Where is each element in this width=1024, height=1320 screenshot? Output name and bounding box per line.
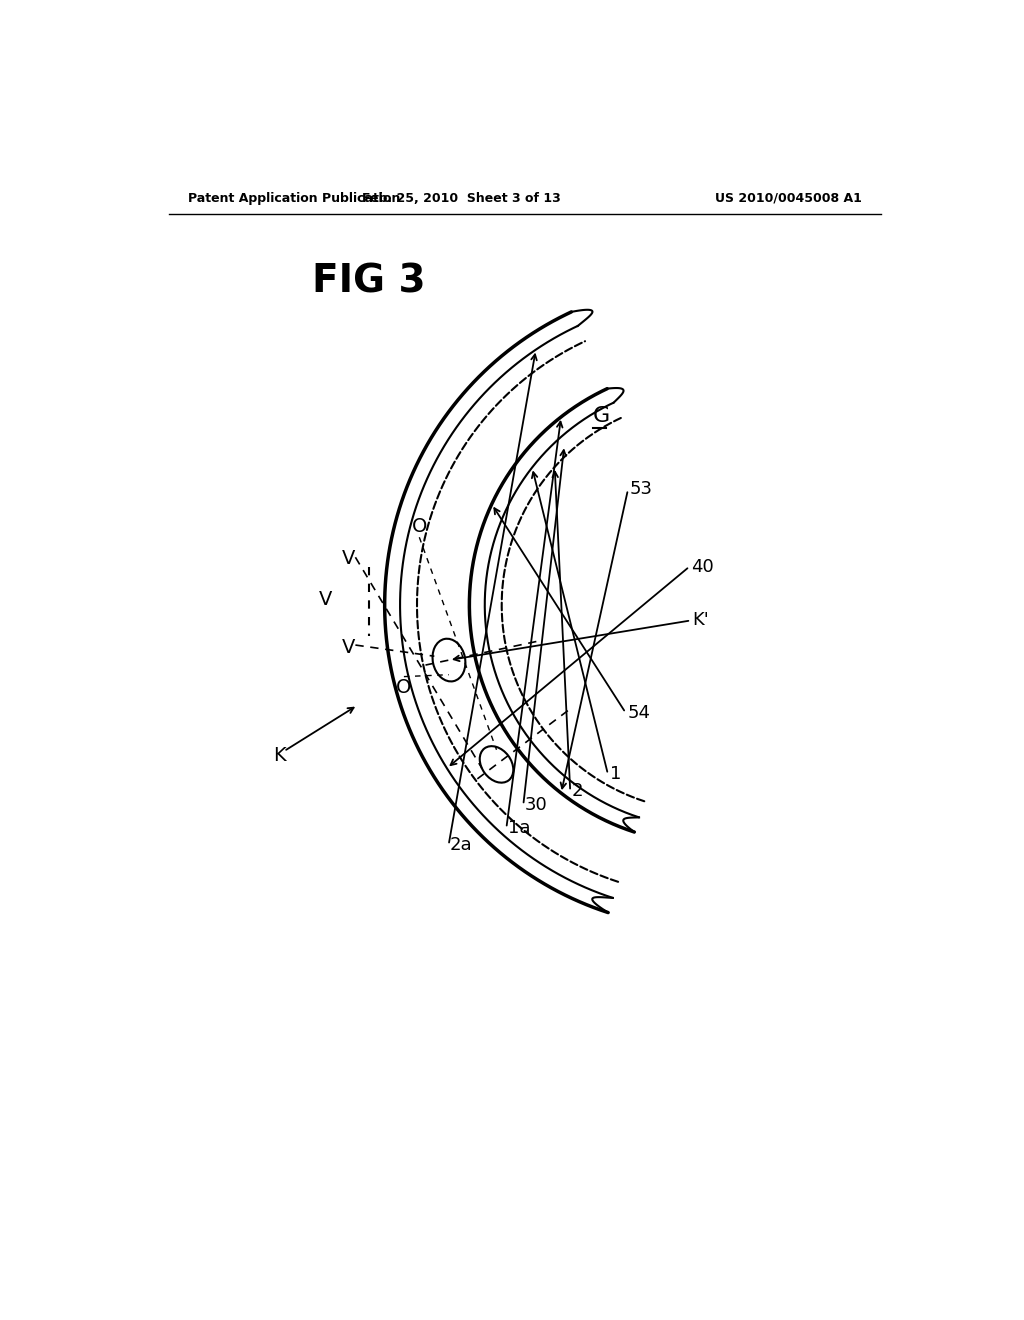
Text: O: O [412,516,427,536]
Text: V: V [342,638,355,657]
Text: 53: 53 [630,480,652,499]
Text: K: K [273,746,286,764]
Text: 2a: 2a [451,837,473,854]
Text: Feb. 25, 2010  Sheet 3 of 13: Feb. 25, 2010 Sheet 3 of 13 [362,191,561,205]
Text: 1: 1 [609,766,621,783]
Text: V: V [342,549,355,569]
Text: Patent Application Publication: Patent Application Publication [188,191,400,205]
Text: V: V [318,590,333,609]
Text: G: G [593,407,610,426]
Text: 30: 30 [524,796,548,814]
Text: K': K' [692,611,710,630]
Text: US 2010/0045008 A1: US 2010/0045008 A1 [715,191,862,205]
Text: FIG 3: FIG 3 [311,263,425,301]
Text: 2: 2 [571,783,584,800]
Text: 54: 54 [628,704,650,722]
Text: O: O [396,678,412,697]
Text: 40: 40 [691,557,714,576]
Text: 1a: 1a [508,820,530,837]
